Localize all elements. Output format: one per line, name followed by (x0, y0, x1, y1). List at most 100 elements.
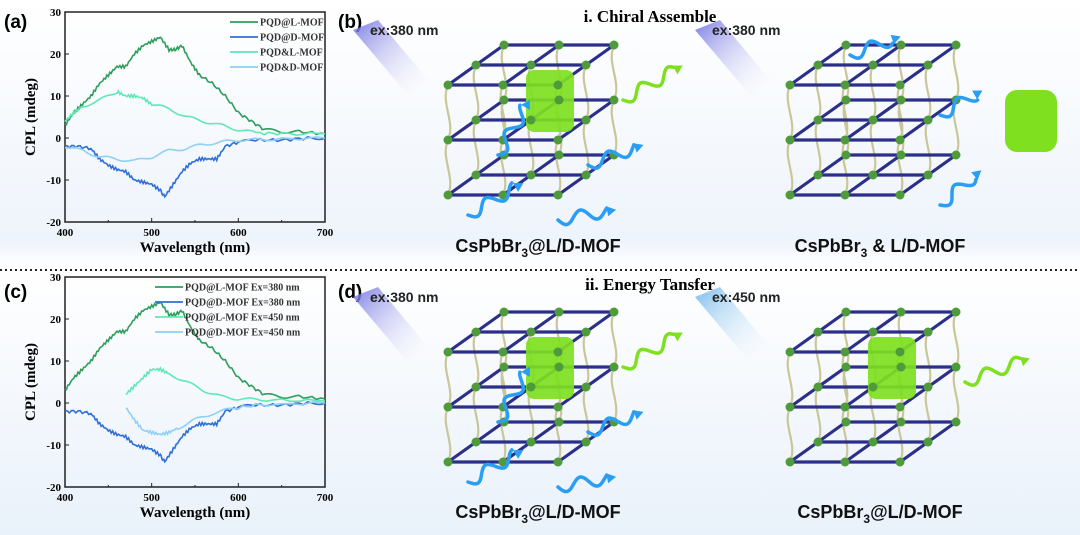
metal-node (951, 362, 961, 372)
green-emission-wave (621, 331, 676, 371)
metal-node (923, 60, 933, 70)
metal-node (785, 190, 795, 200)
chiral-linker (924, 119, 932, 176)
metal-node (895, 80, 905, 90)
caption-suffix: & L/D-MOF (867, 236, 965, 256)
metal-node (554, 362, 564, 372)
metal-node (499, 362, 509, 372)
chiral-linker (896, 84, 904, 141)
chiral-linker (924, 386, 932, 443)
row2-title: ii. Energy Tansfer (585, 275, 715, 294)
lattice-rod (844, 440, 874, 464)
metal-node (526, 382, 536, 392)
series-line-3 (125, 366, 326, 403)
chiral-linker (896, 406, 904, 463)
lattice-rod (475, 98, 505, 122)
metal-node (785, 80, 795, 90)
metal-node (813, 170, 823, 180)
chiral-linker (554, 139, 562, 196)
green-emission-wave-head (672, 65, 683, 75)
chiral-linker (499, 139, 507, 196)
chiral-linker (472, 386, 480, 443)
lattice-rod (899, 440, 929, 464)
lattice-rod (927, 365, 957, 389)
legend-label: PQD@D-MOF Ex=450 nm (185, 328, 301, 339)
chiral-linker (786, 351, 794, 408)
chiral-linker (869, 119, 877, 176)
chiral-linker (444, 139, 452, 196)
lattice-rod (447, 173, 477, 197)
metal-node (526, 170, 536, 180)
metal-node (443, 347, 453, 357)
metal-node (895, 190, 905, 200)
lattice-rod (844, 63, 874, 87)
blue-cpl-wave (848, 39, 895, 60)
y-tick-label: 30 (50, 272, 62, 284)
excitation-label: ex:380 nm (370, 289, 438, 305)
metal-node (471, 170, 481, 180)
chiral-linker (472, 119, 480, 176)
metal-node (526, 327, 536, 337)
lattice-rod (789, 385, 819, 409)
lattice-rod (530, 153, 560, 177)
lattice-rod (585, 43, 615, 67)
blue-cpl-wave (556, 473, 609, 494)
chiral-linker (610, 99, 618, 156)
y-tick-label: 10 (50, 356, 62, 368)
metal-node (841, 417, 851, 427)
lattice-rod (899, 385, 929, 409)
metal-node (498, 80, 508, 90)
excitation-beam (353, 20, 428, 95)
excitation-beam (695, 287, 770, 362)
chiral-linker (610, 311, 618, 368)
blue-cpl-wave (466, 181, 514, 219)
metal-node (471, 60, 481, 70)
chiral-linker (869, 64, 877, 121)
metal-node (951, 150, 961, 160)
metal-node (498, 347, 508, 357)
caption-subscript: 3 (521, 246, 528, 260)
lattice-rod (872, 310, 902, 334)
blue-cpl-wave-head (513, 450, 524, 459)
metal-node (443, 457, 453, 467)
metal-node (554, 307, 564, 317)
metal-node (841, 95, 851, 105)
caption-subscript: 3 (861, 246, 868, 260)
chiral-linker (952, 311, 960, 368)
chiral-linker (842, 44, 850, 101)
blue-cpl-wave (586, 410, 636, 437)
chiral-linker (582, 386, 590, 443)
lattice-rod (475, 365, 505, 389)
metal-node (443, 135, 453, 145)
series-line-2 (64, 401, 326, 464)
series-line-4 (64, 136, 326, 162)
metal-node (581, 382, 591, 392)
legend-label: PQD&D-MOF (260, 63, 323, 74)
metal-node (868, 382, 878, 392)
metal-node (526, 437, 536, 447)
metal-node (526, 60, 536, 70)
lattice-rod (817, 153, 847, 177)
lattice-diagram-2: ex:380 nm CsPbBr3 & L/D-MOF (695, 20, 1057, 260)
lattice-rod (872, 43, 902, 67)
chiral-linker (841, 84, 849, 141)
lattice-rod (557, 118, 587, 142)
lattice-rod (557, 385, 587, 409)
chart-c: 400 500 600 700 -20 -10 0 10 20 30 Wavelength (nm)… (23, 272, 334, 521)
x-tick-label: 600 (230, 227, 247, 239)
metal-node (471, 437, 481, 447)
metal-node (841, 150, 851, 160)
lattice-rod (789, 173, 819, 197)
x-tick-label: 700 (317, 227, 334, 239)
lattice-rod (789, 118, 819, 142)
x-tick-label: 400 (57, 227, 74, 239)
x-tick-label: 500 (143, 492, 160, 504)
panel-label-a: (a) (4, 12, 27, 33)
lattice-rod (502, 330, 532, 354)
metal-node (868, 327, 878, 337)
blue-cpl-wave-head (971, 170, 982, 180)
diagram-caption: CsPbBr3 & L/D-MOF (795, 236, 966, 260)
lattice-rod (817, 310, 847, 334)
metal-node (581, 115, 591, 125)
blue-cpl-wave-head (972, 90, 983, 100)
